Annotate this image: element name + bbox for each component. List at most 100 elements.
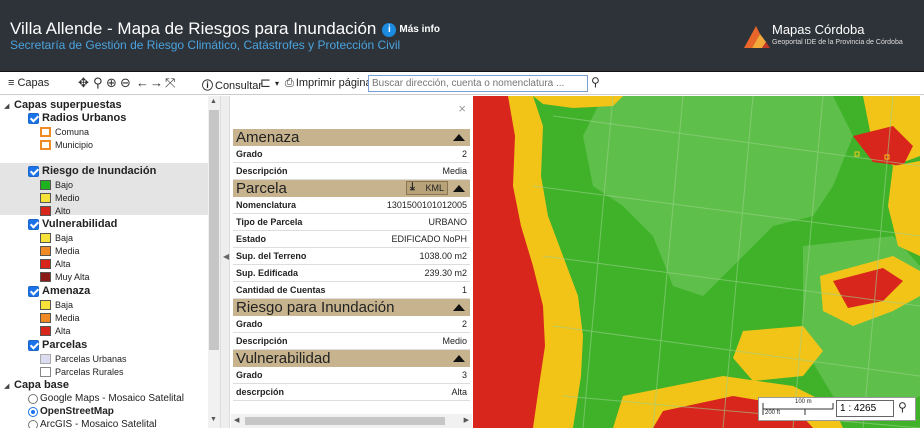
base-layer-option[interactable]: ArcGIS - Mosaico Satelital [0, 418, 208, 428]
map-canvas[interactable] [473, 96, 920, 428]
riesgo-checkbox[interactable] [28, 166, 39, 177]
info-key: Grado [236, 149, 263, 159]
more-info-link[interactable]: Más info [399, 24, 440, 35]
legend-swatch [40, 140, 51, 150]
section-vulnerabilidad[interactable]: Vulnerabilidad [233, 350, 470, 367]
panel-splitter[interactable]: ◀ [220, 96, 230, 428]
kml-download-button[interactable]: ⤓ KML [406, 181, 448, 195]
parcel-markers [854, 151, 890, 160]
zoom-out-icon[interactable]: ⊖ [120, 75, 131, 90]
select-tool-icon[interactable]: ⊏ [260, 75, 271, 90]
radios-urbanos-checkbox[interactable] [28, 113, 39, 124]
layer-amenaza[interactable]: Amenaza [0, 285, 208, 299]
legend-item: Bajo [0, 178, 208, 192]
collapse-caret-icon[interactable] [453, 304, 465, 311]
legend-label: Baja [55, 233, 74, 243]
chevron-down-icon[interactable]: ▾ [275, 79, 280, 88]
overlays-group[interactable]: ◢ Capas superpuestas [0, 99, 208, 113]
base-layer-option[interactable]: OpenStreetMap [0, 405, 208, 419]
info-circle-icon: ⓘ [202, 80, 213, 92]
info-row: Estado EDIFICADO NoPH [233, 231, 470, 248]
parcelas-checkbox[interactable] [28, 340, 39, 351]
base-layer-group[interactable]: ◢ Capa base [0, 379, 208, 393]
base-layer-label: Google Maps - Mosaico Satelital [40, 393, 184, 404]
info-key: Sup. del Terreno [236, 251, 307, 261]
info-value: 2 [461, 319, 467, 329]
legend-label: Muy Alta [55, 272, 90, 282]
amenaza-checkbox[interactable] [28, 286, 39, 297]
search-input[interactable] [368, 75, 588, 92]
scale-search-icon[interactable]: ⚲ [898, 400, 907, 414]
pan-icon[interactable]: ✥ [78, 75, 89, 90]
collapse-caret-icon[interactable] [453, 134, 465, 141]
scale-input[interactable] [836, 400, 894, 417]
scroll-thumb[interactable] [209, 110, 219, 350]
legend-label: Alta [55, 259, 71, 269]
legend-label: Baja [55, 300, 74, 310]
search-icon[interactable]: ⚲ [591, 75, 600, 89]
legend-swatch [40, 367, 51, 377]
collapse-triangle-icon[interactable]: ◢ [4, 103, 10, 110]
kml-label: KML [425, 183, 444, 193]
info-value: EDIFICADO NoPH [391, 234, 467, 244]
base-layer-label: ArcGIS - Mosaico Satelital [40, 419, 157, 428]
layer-label: Vulnerabilidad [42, 218, 118, 230]
collapse-left-icon[interactable]: ◀ [223, 252, 230, 261]
layers-panel: ◢ Capas superpuestas Radios Urbanos Comu… [0, 96, 208, 428]
info-value: Media [442, 166, 467, 176]
layers-scrollbar[interactable]: ▲ ▼ [208, 96, 220, 428]
info-horizontal-scrollbar[interactable]: ◀ ▶ [231, 414, 472, 428]
scroll-down-icon[interactable]: ▼ [210, 416, 217, 423]
info-value: 1038.00 m2 [419, 251, 467, 261]
info-value: 2 [461, 149, 467, 159]
legend-swatch [40, 193, 51, 203]
vulnerabilidad-checkbox[interactable] [28, 219, 39, 230]
consult-button[interactable]: ⓘ Consultar [202, 77, 262, 93]
print-button[interactable]: ⎙ Imprimir página [285, 77, 372, 90]
risk-map-svg[interactable] [473, 96, 920, 428]
legend-item: Medio [0, 191, 208, 205]
scroll-left-icon[interactable]: ◀ [234, 417, 240, 424]
layer-radios-urbanos[interactable]: Radios Urbanos [0, 112, 208, 126]
info-row: Grado 2 [233, 316, 470, 333]
street-grid [532, 96, 920, 428]
full-extent-icon[interactable]: ⤧ [165, 75, 176, 90]
section-title: Vulnerabilidad [236, 350, 331, 367]
legend-item: Media [0, 244, 208, 258]
scroll-up-icon[interactable]: ▲ [210, 98, 217, 105]
base-osm-radio[interactable] [28, 407, 38, 417]
base-arcgis-radio[interactable] [28, 420, 38, 428]
section-amenaza[interactable]: Amenaza [233, 129, 470, 146]
layers-toggle-button[interactable]: ≡ Capas [8, 77, 49, 89]
base-layer-option[interactable]: Google Maps - Mosaico Satelital [0, 392, 208, 406]
title-text: Villa Allende - Mapa de Riesgos para Inu… [10, 19, 377, 38]
layer-parcelas[interactable]: Parcelas [0, 339, 208, 353]
collapse-triangle-icon[interactable]: ◢ [4, 383, 10, 390]
forward-arrow-icon[interactable]: → [150, 75, 163, 90]
zoom-in-icon[interactable]: ⊕ [106, 75, 117, 90]
layer-label: Amenaza [42, 285, 91, 297]
legend-swatch [40, 206, 51, 216]
close-icon[interactable]: × [458, 101, 466, 116]
risk-area-high [853, 126, 913, 166]
mapas-cordoba-logo-icon [744, 26, 770, 48]
section-parcela[interactable]: Parcela ⤓ KML [233, 180, 470, 197]
layer-vulnerabilidad[interactable]: Vulnerabilidad [0, 218, 208, 232]
risk-area-low [583, 96, 853, 296]
info-row: Grado 2 [233, 146, 470, 163]
zoom-icon[interactable]: ⚲ [93, 75, 103, 90]
back-arrow-icon[interactable]: ← [136, 75, 149, 90]
section-riesgo[interactable]: Riesgo para Inundación [233, 299, 470, 316]
legend-label: Comuna [55, 127, 90, 137]
scroll-thumb[interactable] [245, 417, 445, 425]
feature-info-panel: × Amenaza Grado 2 Descripción Media Parcel… [231, 96, 472, 428]
scroll-right-icon[interactable]: ▶ [463, 417, 469, 424]
layer-riesgo-inundacion[interactable]: Riesgo de Inundación [0, 165, 208, 179]
collapse-caret-icon[interactable] [453, 355, 465, 362]
info-icon[interactable]: i [382, 23, 397, 37]
info-value: 3 [461, 370, 467, 380]
base-google-radio[interactable] [28, 394, 38, 404]
info-row: descrpción Alta [233, 384, 470, 401]
collapse-caret-icon[interactable] [453, 185, 465, 192]
brand-logo[interactable]: Mapas Córdoba Geoportal IDE de la Provin… [742, 22, 914, 58]
